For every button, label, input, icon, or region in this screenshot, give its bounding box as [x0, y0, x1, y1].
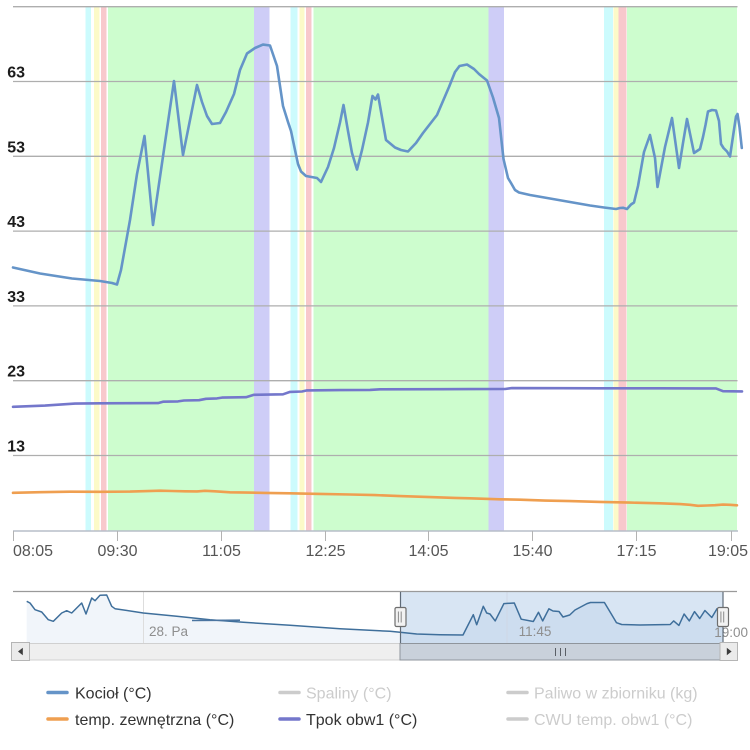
svg-text:temp. zewnętrzna (°C): temp. zewnętrzna (°C)	[75, 712, 234, 729]
svg-text:15:40: 15:40	[512, 543, 552, 560]
svg-text:14:05: 14:05	[408, 543, 448, 560]
svg-text:17:15: 17:15	[616, 543, 656, 560]
svg-text:12:25: 12:25	[305, 543, 345, 560]
svg-text:CWU temp. obw1 (°C): CWU temp. obw1 (°C)	[534, 712, 692, 729]
svg-text:Spaliny (°C): Spaliny (°C)	[306, 685, 392, 702]
svg-text:08:05: 08:05	[13, 543, 53, 560]
svg-text:13: 13	[7, 439, 25, 456]
svg-text:Tpok obw1 (°C): Tpok obw1 (°C)	[306, 712, 417, 729]
svg-text:43: 43	[7, 214, 25, 231]
svg-text:11:45: 11:45	[519, 624, 552, 639]
svg-text:19:00: 19:00	[714, 625, 748, 640]
svg-text:19:05: 19:05	[708, 543, 748, 560]
svg-text:53: 53	[7, 139, 25, 156]
svg-text:33: 33	[7, 289, 25, 306]
svg-text:28. Pa: 28. Pa	[149, 624, 189, 639]
svg-text:Paliwo w zbiorniku (kg): Paliwo w zbiorniku (kg)	[534, 685, 698, 702]
svg-text:63: 63	[7, 65, 25, 82]
svg-text:Kocioł (°C): Kocioł (°C)	[75, 685, 152, 702]
svg-text:09:30: 09:30	[97, 543, 137, 560]
svg-text:23: 23	[7, 364, 25, 381]
svg-text:11:05: 11:05	[202, 543, 241, 560]
